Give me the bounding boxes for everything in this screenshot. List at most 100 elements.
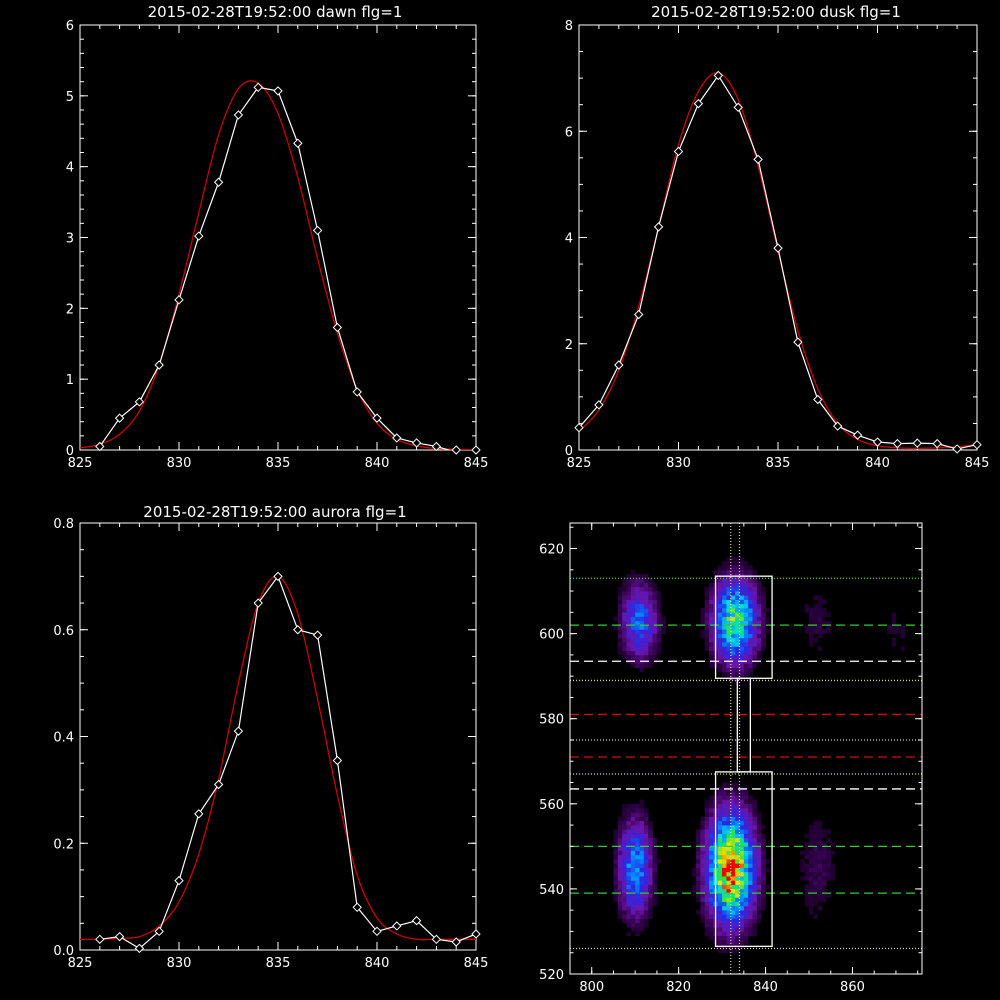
dawn-data-point: [253, 82, 263, 93]
spectrogram-pixel: [652, 603, 658, 609]
dusk-data-point: [813, 394, 823, 405]
spectrogram-pixel: [639, 897, 645, 902]
spectrogram-pixel: [643, 854, 649, 860]
spectrogram-pixel: [743, 791, 749, 796]
spectrogram-pixel: [735, 939, 740, 945]
aurora-y-tick-label: 0.0: [53, 944, 74, 959]
spectrogram-pixel: [809, 829, 814, 834]
spectrogram-pixel: [626, 625, 632, 630]
spectrogram-pixel: [743, 897, 749, 902]
spectrogram-pixel: [709, 591, 714, 596]
spectrogram-pixel: [891, 612, 897, 617]
spectrogram-pixel: [709, 603, 714, 609]
spectrogram-pixel: [756, 816, 762, 822]
spectrogram-pixel: [717, 667, 723, 673]
spectrogram-pixel: [743, 901, 749, 907]
spectrogram-pixel: [704, 616, 710, 622]
spectrogram-pixel: [735, 595, 740, 600]
spectrogram-pixel: [643, 591, 649, 596]
spectrogram-pixel: [722, 671, 727, 677]
spectrogram-pixel: [613, 837, 619, 843]
spectrogram-pixel: [639, 629, 645, 634]
spectrogram-pixel: [717, 871, 723, 877]
spectrogram-pixel: [726, 939, 732, 945]
spectrogram-pixel: [813, 829, 819, 834]
spectrogram-pixel: [704, 812, 710, 817]
spectrogram-pixel: [739, 854, 745, 860]
spectrogram-pixel: [739, 650, 745, 656]
spectrogram-pixel: [735, 812, 740, 817]
spectrogram-pixel: [735, 808, 740, 813]
spectrogram-pixel: [622, 837, 627, 843]
spectrogram-pixel: [656, 637, 662, 643]
spectrogram-pixel: [809, 825, 814, 830]
spectrogram-pixel: [639, 901, 645, 907]
spectrogram-pixel: [743, 578, 749, 583]
spectrogram-pixel: [617, 633, 623, 639]
spectrogram-pixel: [809, 854, 814, 860]
spectrogram-pixel: [643, 914, 649, 919]
spectrogram-pixel: [726, 812, 732, 817]
spectrogram-pixel: [735, 578, 740, 583]
spectrogram-pixel: [643, 888, 649, 894]
spectrogram-pixel: [626, 582, 632, 588]
spectrogram-pixel: [735, 846, 740, 851]
spectrogram-pixel: [743, 918, 749, 924]
spectrogram-pixel: [756, 578, 762, 583]
spectrogram-pixel: [748, 867, 753, 873]
spectrogram-pixel: [748, 927, 753, 932]
spectrogram-pixel: [739, 825, 745, 830]
spectrogram-pixel: [735, 931, 740, 936]
spectrogram-pixel: [800, 863, 805, 868]
spectrogram-pixel: [726, 922, 732, 928]
spectrogram-pixel: [822, 854, 827, 860]
spectrogram-pixel: [748, 582, 753, 588]
spectrogram-pixel: [748, 905, 753, 911]
spectrogram-pixel: [813, 620, 819, 626]
spectrogram-pixel: [817, 905, 823, 911]
spectrogram-pixel: [726, 867, 732, 873]
spectrogram-pixel: [700, 629, 706, 634]
spectrogram-pixel: [761, 905, 766, 911]
spectrogram-pixel: [648, 599, 653, 605]
spectrogram-pixel: [639, 914, 645, 919]
spectrogram-pixel: [722, 863, 727, 868]
spectrogram-pixel: [756, 608, 762, 613]
spectrogram-pixel: [809, 876, 814, 881]
spectrogram-pixel: [696, 837, 701, 843]
spectrogram-pixel: [722, 880, 727, 885]
spectrogram-pixel: [765, 629, 771, 634]
dawn-data-point: [95, 441, 105, 452]
spectrogram-pixel: [722, 799, 727, 805]
spectrogram-pixel: [756, 650, 762, 656]
spectrogram-pixel: [722, 795, 727, 800]
spectrogram-pixel: [635, 854, 640, 860]
spectrogram-pixel: [726, 565, 732, 571]
spectrogram-pixel: [717, 565, 723, 571]
spectrogram-pixel: [717, 791, 723, 796]
spectrogram-pixel: [809, 897, 814, 902]
spectrogram-pixel: [626, 863, 632, 868]
spectrogram-pixel: [752, 578, 758, 583]
spectrogram-pixel: [704, 633, 710, 639]
spectrogram-pixel: [652, 859, 658, 864]
spectrogram-pixel: [735, 880, 740, 885]
spectrogram-pixel: [722, 591, 727, 596]
spectrogram-pixel: [804, 884, 810, 890]
spectrogram-pixel: [622, 633, 627, 639]
spectrogram-pixel: [613, 625, 619, 630]
spectrogram-y-tick-label: 600: [539, 628, 564, 643]
spectrogram-pixel: [622, 846, 627, 851]
spectrogram-pixel: [709, 901, 714, 907]
spectrogram-pixel: [817, 595, 823, 600]
dawn-data-point: [312, 225, 323, 236]
spectrogram-pixel: [722, 650, 727, 656]
spectrogram-pixel: [635, 863, 640, 868]
spectrogram-pixel: [804, 888, 810, 894]
spectrogram-pixel: [804, 876, 810, 881]
spectrogram-pixel: [635, 820, 640, 826]
spectrogram-pixel: [809, 867, 814, 873]
spectrogram-pixel: [630, 569, 636, 575]
